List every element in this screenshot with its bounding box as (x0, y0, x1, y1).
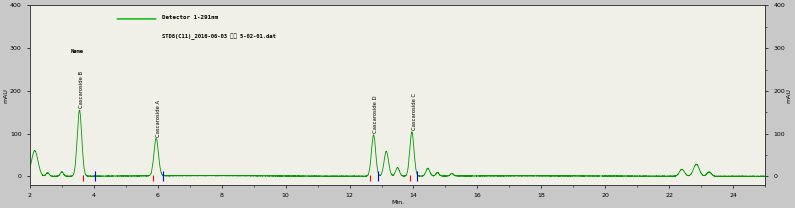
Text: Name: Name (71, 50, 83, 54)
Text: Cascaroside A: Cascaroside A (156, 99, 161, 137)
X-axis label: Min.: Min. (391, 199, 404, 204)
Y-axis label: mAU: mAU (3, 88, 9, 103)
Text: STD8(C11)_2016-06-03 오후 5-02-01.dat: STD8(C11)_2016-06-03 오후 5-02-01.dat (162, 33, 276, 40)
Y-axis label: mAU: mAU (786, 88, 792, 103)
Text: Cascaroside C: Cascaroside C (412, 93, 417, 130)
Text: Detector 1-291nm: Detector 1-291nm (162, 15, 219, 20)
Text: Cascaroside B: Cascaroside B (80, 71, 84, 108)
Text: Cascaroside D: Cascaroside D (374, 95, 378, 133)
